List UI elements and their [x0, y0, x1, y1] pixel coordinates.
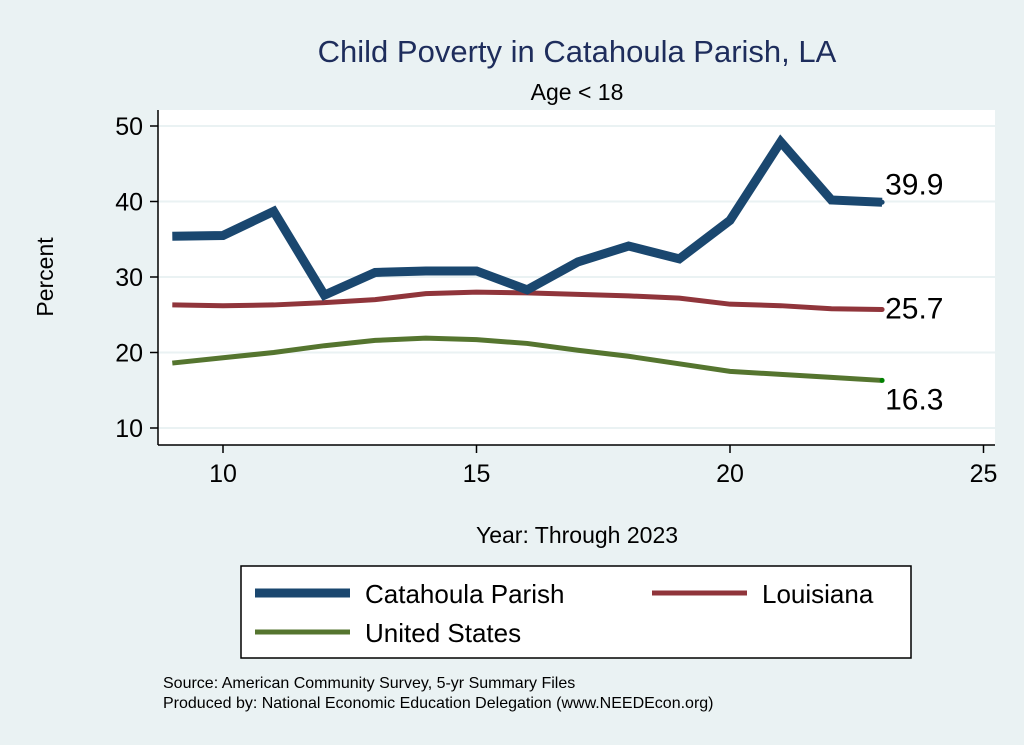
y-tick-label-30: 30 — [115, 264, 143, 292]
y-tick-label-20: 20 — [115, 340, 143, 368]
end-label-0: 39.9 — [885, 168, 943, 201]
x-tick-label-15: 15 — [463, 460, 491, 488]
legend: Catahoula Parish Louisiana United States — [240, 565, 912, 659]
end-label-2: 16.3 — [885, 383, 943, 416]
end-point-1 — [879, 306, 885, 312]
y-axis-label: Percent — [32, 237, 58, 317]
y-tick-label-10: 10 — [115, 415, 143, 443]
chart-title: Child Poverty in Catahoula Parish, LA — [318, 34, 837, 69]
y-tick-label-50: 50 — [115, 113, 143, 141]
x-axis-label: Year: Through 2023 — [476, 522, 678, 548]
series-line-2 — [172, 335, 883, 383]
chart-subtitle: Age < 18 — [531, 79, 624, 105]
legend-label-us: United States — [365, 618, 521, 648]
legend-label-catahoula: Catahoula Parish — [365, 579, 564, 609]
y-tick-label-40: 40 — [115, 189, 143, 217]
x-tick-label-25: 25 — [970, 460, 998, 488]
produced-by-note: Produced by: National Economic Education… — [163, 695, 714, 712]
x-tick-label-20: 20 — [716, 460, 744, 488]
legend-box — [240, 565, 912, 659]
source-note: Source: American Community Survey, 5-yr … — [163, 675, 575, 692]
x-tick-label-10: 10 — [209, 460, 237, 488]
legend-label-louisiana: Louisiana — [762, 579, 874, 609]
end-label-1: 25.7 — [885, 292, 943, 325]
end-point-2 — [879, 377, 885, 383]
end-point-0 — [879, 199, 885, 205]
series-line-0 — [172, 134, 883, 301]
